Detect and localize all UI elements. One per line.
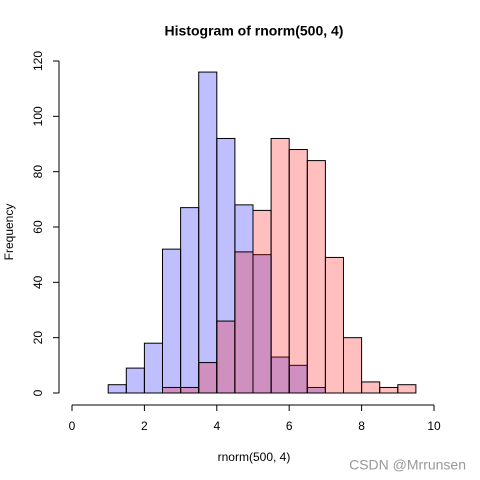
y-tick-label: 100 <box>31 106 45 126</box>
y-tick-label: 120 <box>31 51 45 71</box>
bar <box>397 384 417 394</box>
y-tick-label: 0 <box>31 389 45 396</box>
bar <box>234 251 254 394</box>
bar <box>306 160 326 394</box>
bar <box>198 71 218 394</box>
bar <box>143 342 163 394</box>
bar <box>180 386 200 394</box>
bar <box>361 381 381 394</box>
watermark: CSDN @Mrrunsen <box>349 457 466 473</box>
bar <box>270 137 290 394</box>
y-tick-label: 80 <box>31 165 45 179</box>
x-axis-label: rnorm(500, 4) <box>218 450 291 464</box>
y-tick-label: 60 <box>31 220 45 234</box>
chart-title: Histogram of rnorm(500, 4) <box>165 23 344 39</box>
bar <box>324 256 344 394</box>
x-tick-label: 4 <box>213 419 220 433</box>
bar <box>343 337 363 394</box>
y-axis-label: Frequency <box>2 204 16 261</box>
bar <box>162 248 182 394</box>
x-tick-label: 8 <box>358 419 365 433</box>
x-tick-label: 6 <box>286 419 293 433</box>
bar <box>252 209 272 394</box>
bar <box>216 320 236 394</box>
y-tick-label: 20 <box>31 331 45 345</box>
bar <box>125 367 145 394</box>
x-tick-label: 10 <box>427 419 441 433</box>
x-tick-label: 0 <box>69 419 76 433</box>
x-tick-label: 2 <box>141 419 148 433</box>
bar <box>198 362 218 394</box>
bar <box>162 386 182 394</box>
bar <box>288 149 308 394</box>
bar <box>107 384 127 394</box>
y-tick-label: 40 <box>31 275 45 289</box>
bar <box>379 386 399 394</box>
bar <box>180 207 200 394</box>
